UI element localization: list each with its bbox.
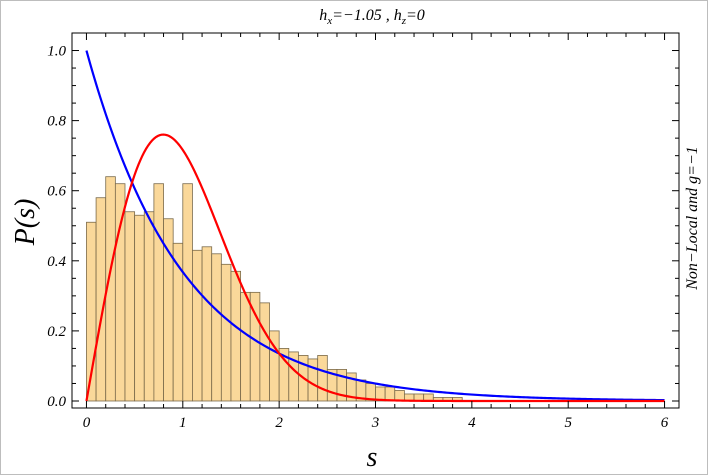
histogram-bar bbox=[153, 183, 164, 402]
x-tick-label: 0 bbox=[83, 415, 91, 431]
histogram-bar bbox=[384, 386, 396, 402]
histogram-bar bbox=[143, 211, 155, 402]
title-hx-symbol: h bbox=[319, 7, 327, 24]
y-axis-label: P(s) bbox=[10, 199, 41, 247]
plot-area: 0 1 2 3 4 5 6 0.0 0.2 0.4 0.6 0.8 1.0 bbox=[47, 32, 680, 431]
title-hz-symbol: h bbox=[394, 7, 402, 24]
histogram-bar bbox=[192, 249, 203, 402]
x-tick-label: 5 bbox=[564, 415, 572, 431]
histogram-bar bbox=[240, 291, 251, 402]
y-tick-label: 0.4 bbox=[47, 254, 66, 270]
histogram-bar bbox=[259, 302, 270, 402]
y-tick-label: 0.6 bbox=[47, 184, 66, 200]
y-tick-label: 0.8 bbox=[47, 114, 66, 130]
title-hx-value: =−1.05 , bbox=[332, 7, 394, 24]
x-tick-label: 6 bbox=[661, 415, 669, 431]
x-tick-label: 2 bbox=[275, 415, 283, 431]
wigner_dyson_goe-curve bbox=[85, 133, 665, 403]
title-hz-value: =0 bbox=[406, 7, 425, 24]
histogram-bar bbox=[134, 214, 145, 402]
histogram-bar bbox=[211, 253, 222, 402]
x-tick-label: 4 bbox=[468, 415, 476, 431]
title-hx-subscript: x bbox=[326, 15, 332, 27]
x-axis-label: s bbox=[367, 442, 378, 473]
histogram-bar bbox=[220, 263, 232, 402]
x-tick-label: 3 bbox=[371, 415, 380, 431]
y-tick-label: 1.0 bbox=[47, 44, 66, 60]
chart-title: hx=−1.05 , hz=0 bbox=[319, 7, 425, 27]
side-label: Non−Local and g=−1 bbox=[684, 146, 701, 291]
histogram-bar bbox=[230, 270, 242, 402]
y-tick-label: 0.2 bbox=[47, 324, 66, 340]
histogram-bar bbox=[317, 355, 328, 402]
histogram-bar bbox=[201, 246, 213, 402]
title-hz-subscript: z bbox=[401, 15, 407, 27]
poisson-curve bbox=[85, 50, 665, 402]
x-tick-label: 1 bbox=[179, 415, 187, 431]
histogram-bar bbox=[182, 183, 193, 402]
y-tick-label: 0.0 bbox=[47, 394, 66, 410]
histogram-bar bbox=[124, 211, 136, 402]
